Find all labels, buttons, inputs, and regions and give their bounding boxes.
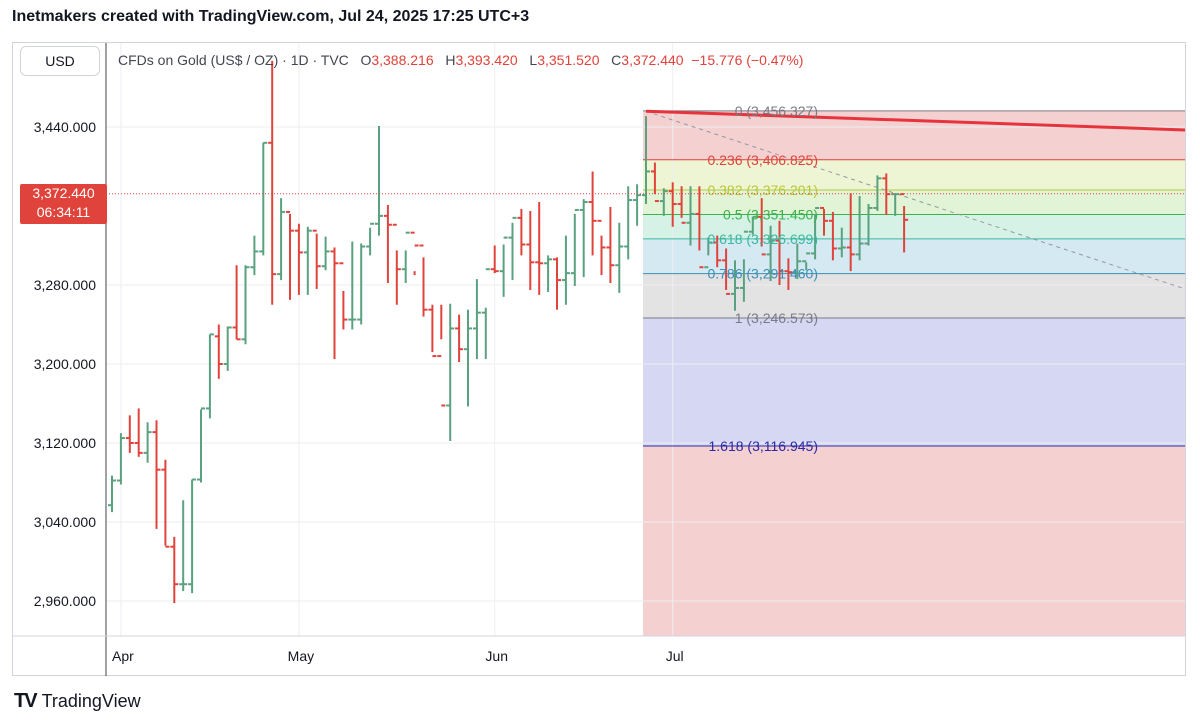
fib-zone	[643, 238, 1185, 274]
fib-zone	[643, 214, 1185, 239]
tradingview-logo-icon: TV	[14, 690, 38, 712]
fib-zone	[643, 446, 1185, 636]
fib-zone	[643, 318, 1185, 447]
fib-level-label: 0 (3,456.327)	[735, 103, 818, 119]
fib-level-label: 0.5 (3,351.450)	[723, 206, 818, 222]
y-tick-label: 3,280.000	[34, 277, 96, 293]
change-value: −15.776 (−0.47%)	[691, 52, 804, 68]
fib-trend-line	[645, 110, 1186, 290]
high-value: 3,393.420	[455, 52, 518, 68]
y-tick-label: 3,120.000	[34, 435, 96, 451]
chart-header-title: Inetmakers created with TradingView.com,…	[12, 8, 530, 25]
last-price-tag: 3,372.440 06:34:11	[20, 184, 107, 224]
fib-level-label: 0.618 (3,326.699)	[707, 231, 818, 247]
x-tick-label: Apr	[112, 648, 134, 664]
y-tick-label: 3,040.000	[34, 514, 96, 530]
x-tick-label: May	[288, 648, 314, 664]
x-tick-label: Jun	[485, 648, 508, 664]
fib-level-label: 0.236 (3,406.825)	[707, 152, 818, 168]
close-key: C	[611, 52, 622, 68]
open-key: O	[360, 52, 372, 68]
low-key: L	[529, 52, 538, 68]
last-price-value: 3,372.440	[32, 185, 95, 201]
chart-frame	[12, 42, 1186, 676]
bar-countdown: 06:34:11	[36, 204, 91, 220]
y-tick-label: 2,960.000	[34, 593, 96, 609]
symbol-label: CFDs on Gold (US$ / OZ) · 1D · TVC	[118, 52, 349, 68]
currency-selector[interactable]: USD	[20, 46, 100, 76]
open-value: 3,388.216	[371, 52, 434, 68]
fib-level-label: 0.382 (3,376.201)	[707, 182, 818, 198]
tradingview-brand-label: TradingView	[41, 691, 141, 711]
low-value: 3,351.520	[537, 52, 600, 68]
fib-zone	[643, 159, 1185, 191]
resistance-trendline	[645, 109, 1186, 132]
fib-level-label: 0.786 (3,291.460)	[707, 266, 818, 282]
x-tick-label: Jul	[666, 648, 684, 664]
close-value: 3,372.440	[621, 52, 684, 68]
fib-level-label: 1 (3,246.573)	[735, 310, 818, 326]
footer-branding[interactable]: TV TradingView	[14, 690, 141, 713]
y-tick-label: 3,440.000	[34, 119, 96, 135]
fib-zone	[643, 110, 1185, 160]
fib-level-label: 1.618 (3,116.945)	[709, 438, 819, 454]
high-key: H	[445, 52, 456, 68]
ohlc-legend: CFDs on Gold (US$ / OZ) · 1D · TVC O3,38…	[118, 52, 803, 68]
y-tick-label: 3,200.000	[34, 356, 96, 372]
fib-zone	[643, 273, 1185, 319]
